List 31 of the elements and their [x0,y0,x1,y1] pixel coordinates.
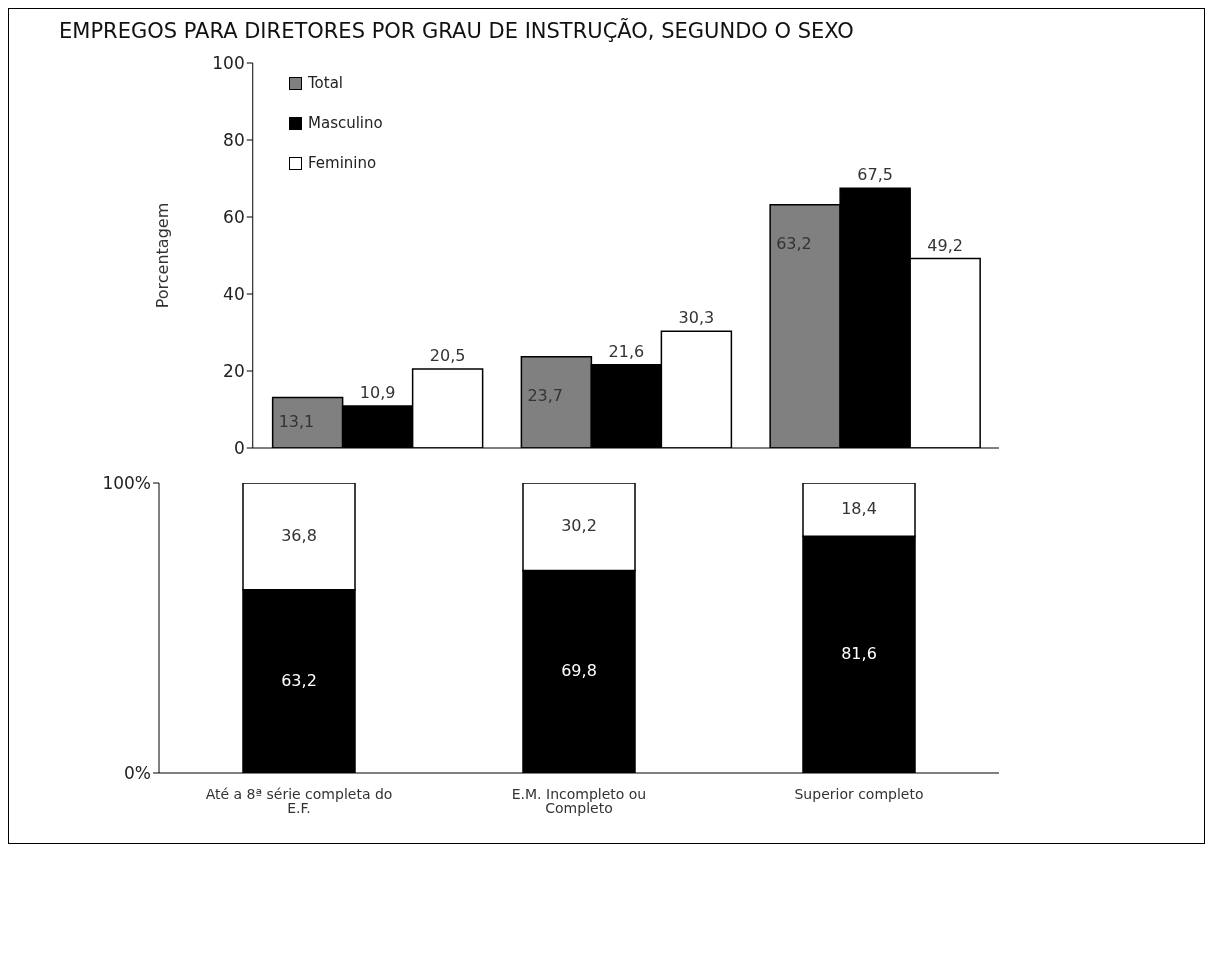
x-tick-label: Superior completo [794,785,924,802]
y-tick-label: 60 [223,207,245,228]
y-tick-label: 100 [212,53,245,74]
y-tick-label: 40 [223,284,245,305]
data-label: 36,8 [281,525,317,545]
legend-label: Feminino [308,154,377,172]
data-label: 10,9 [359,383,396,403]
legend-label: Masculino [308,114,383,132]
x-tick-label: Até a 8ª série completa do E.F. [205,785,393,816]
data-label: 20,5 [429,346,466,366]
y-tick-label: 0 [233,438,245,459]
legend-label: Total [308,74,344,92]
data-label: 13,1 [278,412,315,432]
y-tick-label: 20 [223,361,245,382]
data-label: 81,6 [841,644,877,664]
data-label: 69,8 [561,661,597,681]
y-tick-label: 100% [102,473,151,494]
data-label: 30,2 [561,516,597,536]
data-label: 30,3 [678,308,715,328]
y-tick-label: 0% [124,763,151,784]
x-tick-label: E.M. Incompleto ou Completo [511,785,647,816]
data-label: 67,5 [857,165,893,185]
data-label: 63,2 [776,234,812,254]
chart-title: EMPREGOS PARA DIRETORES POR GRAU DE INSTRUÇÃO, SEGUNDO O SEXO [58,17,855,43]
data-label: 49,2 [927,235,963,255]
y-axis-title: Porcentagem [153,202,173,309]
data-label: 18,4 [841,499,877,519]
y-tick-label: 80 [223,130,245,151]
data-label: 21,6 [608,341,645,361]
data-label: 23,7 [527,386,564,406]
data-label: 63,2 [281,670,317,690]
